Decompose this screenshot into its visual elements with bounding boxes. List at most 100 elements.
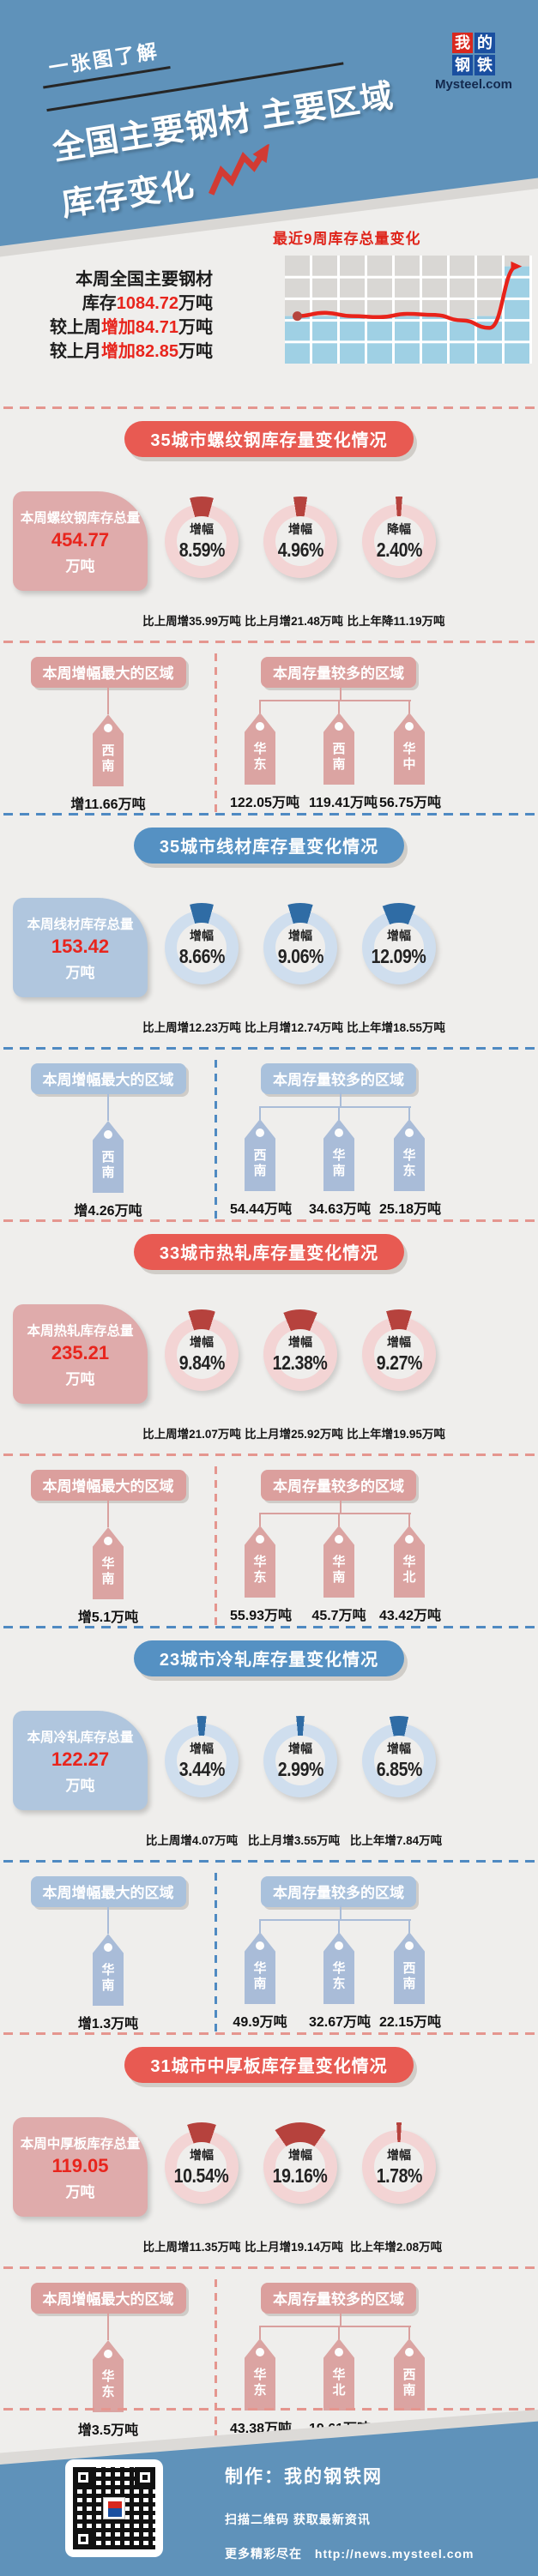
total-value: 153.42: [51, 935, 110, 957]
connector-line: [338, 1107, 340, 1120]
region-name: 华东: [253, 1555, 267, 1585]
tag-shape: 西南: [245, 1119, 275, 1191]
region-tag: 西南: [0, 1121, 216, 1193]
total-box: 本周热轧库存总量 235.21 万吨: [13, 1304, 148, 1404]
donut-hole: [374, 1329, 424, 1379]
compare-item: 比上月增21.48万吨: [245, 615, 343, 628]
logo-char: 钢: [452, 55, 473, 75]
tag-shape: 西南: [93, 1121, 124, 1193]
mysteel-logo-domain: Mysteel.com: [434, 77, 513, 92]
region-value: 49.9万吨: [233, 2015, 287, 2030]
compare-item: 比上月增3.55万吨: [247, 1834, 341, 1847]
compare-row: 比上周增11.35万吨 比上月增19.14万吨 比上年增2.08万吨: [141, 2237, 538, 2254]
donut-hole: [275, 2142, 325, 2192]
connector-line: [107, 1501, 109, 1527]
trend-chart: [285, 256, 532, 364]
left-region-title-text: 本周增幅最大的区域: [42, 1885, 174, 1901]
right-region-title: 本周存量较多的区域: [261, 1470, 416, 1501]
tag-shape: 华南: [93, 1527, 124, 1599]
stats-row: 本周螺纹钢库存总量 454.77 万吨 增幅 8.59% 增幅 4.96% 降幅 2.40%: [13, 485, 538, 598]
total-label: 本周线材库存总量: [27, 917, 134, 932]
summary-text-segment: 增加84.71: [100, 318, 178, 337]
tag-shape: 华北: [394, 1526, 425, 1598]
left-region-title-text: 本周增幅最大的区域: [42, 665, 174, 682]
connector-line: [259, 1106, 411, 1108]
donut-text: 增幅 2.99%: [256, 1716, 345, 1805]
compare-item: 比上月增12.74万吨: [245, 1021, 343, 1034]
dashed-vertical-divider: [215, 1873, 217, 2036]
tag-hole-icon: [256, 722, 264, 731]
donut-percent: 3.44%: [178, 1758, 225, 1780]
region-name: 华东: [332, 1961, 346, 1991]
tag-shape: 华北: [323, 2338, 354, 2410]
section-banner-label: 33城市热轧库存量变化情况: [159, 1244, 379, 1263]
donut-hole: [177, 1736, 227, 1785]
region-name: 华东: [253, 2368, 267, 2398]
hero-title-block: 一张图了解 全国主要钢材 主要区域 库存变化: [38, 0, 405, 226]
summary-line: 库存1084.72万吨: [22, 292, 213, 316]
connector-line: [259, 2326, 261, 2339]
left-region-title: 本周增幅最大的区域: [30, 1876, 186, 1907]
donut-percent: 12.09%: [372, 945, 426, 967]
region-tag-column-1: 华东 55.93万吨: [230, 1526, 292, 1624]
donut-percent: 4.96%: [277, 539, 323, 561]
region-name: 西南: [332, 742, 346, 772]
connector-line: [338, 701, 340, 713]
donut-text: 增幅 9.27%: [354, 1309, 444, 1399]
dashed-vertical-divider: [215, 1466, 217, 1629]
connector-line: [259, 1107, 261, 1120]
donut-text: 增幅 12.09%: [354, 903, 444, 992]
left-region-column: 本周增幅最大的区域西南增11.66万吨: [0, 648, 216, 820]
compare-item: 比上月增19.14万吨: [245, 2241, 343, 2254]
summary-text-segment: 万吨: [178, 294, 213, 313]
donut-percent: 19.16%: [273, 2164, 328, 2187]
footer-credit: 制作：我的钢铁网: [225, 2467, 383, 2487]
region-tag-column-3: 西南 22.15万吨: [379, 1932, 441, 2031]
tag-hole-icon: [335, 1129, 343, 1137]
donut-hole: [177, 516, 227, 566]
donut-text: 增幅 1.78%: [354, 2122, 444, 2212]
region-name: 华南: [101, 1556, 115, 1586]
donut-label: 增幅: [288, 1335, 312, 1349]
connector-line: [338, 1514, 340, 1526]
region-tag-column-1: 西南 54.44万吨: [230, 1119, 292, 1218]
tag-shape: 华东: [245, 1526, 275, 1598]
donut-percent: 2.40%: [376, 539, 422, 561]
region-tag-column-2: 华东 32.67万吨: [309, 1932, 371, 2031]
region-tag: 西南: [379, 1932, 439, 2004]
donut-percent: 6.85%: [376, 1758, 422, 1780]
donut-label: 降幅: [387, 522, 411, 536]
left-region-column: 本周增幅最大的区域西南增4.26万吨: [0, 1055, 216, 1226]
product-section-3: 33城市热轧库存量变化情况 本周热轧库存总量 235.21 万吨 增幅 9.84% 增幅 12…: [0, 1219, 538, 1629]
donut-label: 增幅: [288, 522, 312, 536]
region-tag-column-2: 华南 45.7万吨: [309, 1526, 369, 1624]
connector-line: [107, 1907, 109, 1934]
product-section-5: 31城市中厚板库存量变化情况 本周中厚板库存总量 119.05 万吨 增幅 10.54% 增…: [0, 2032, 538, 2442]
compare-row: 比上周增21.07万吨 比上月增25.92万吨 比上年增19.95万吨: [141, 1424, 538, 1441]
region-name: 华东: [101, 2369, 115, 2399]
total-box: 本周冷轧库存总量 122.27 万吨: [13, 1711, 148, 1810]
right-region-title: 本周存量较多的区域: [261, 2283, 416, 2314]
connector-line: [340, 1499, 342, 1514]
region-value: 45.7万吨: [311, 1609, 366, 1623]
total-label: 本周螺纹钢库存总量: [20, 510, 141, 526]
dashed-separator: [3, 2266, 535, 2269]
compare-item: 比上月增25.92万吨: [245, 1428, 343, 1441]
tag-shape: 华南: [323, 1526, 354, 1598]
donut-text: 降幅 2.40%: [354, 497, 444, 586]
total-value: 122.27: [51, 1748, 110, 1770]
dashed-separator: [3, 1626, 535, 1628]
donut-percent: 2.99%: [277, 1758, 323, 1780]
summary-text-segment: 1084.72: [116, 294, 178, 313]
donut-percent: 12.38%: [273, 1351, 328, 1374]
region-name: 华南: [332, 1555, 346, 1585]
region-value: 增3.5万吨: [77, 2423, 139, 2438]
right-region-title-text: 本周存量较多的区域: [273, 1072, 404, 1088]
region-tag-column-3: 华中 56.75万吨: [379, 713, 441, 811]
donut-percent: 9.84%: [178, 1351, 225, 1374]
connector-line: [259, 1920, 261, 1933]
tag-hole-icon: [256, 1129, 264, 1137]
connector-line: [408, 1107, 410, 1120]
region-name: 华南: [332, 1148, 346, 1178]
compare-row: 比上周增12.23万吨 比上月增12.74万吨 比上年增18.55万吨: [141, 1018, 538, 1035]
